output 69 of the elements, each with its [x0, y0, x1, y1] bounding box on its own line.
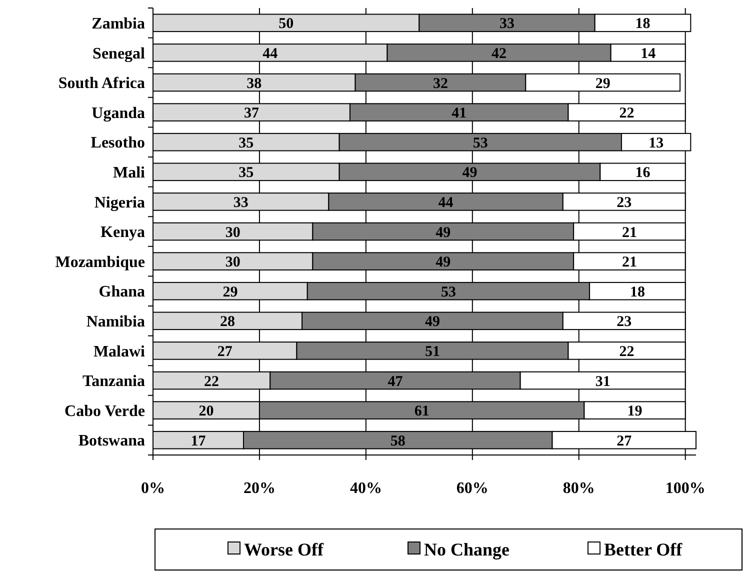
y-tick-label: Mozambique — [55, 254, 145, 271]
x-tick-label: 60% — [456, 480, 488, 497]
y-tick-label: Uganda — [92, 104, 145, 122]
data-label: 22 — [204, 374, 220, 390]
data-label: 61 — [414, 404, 430, 420]
data-label: 28 — [220, 314, 236, 330]
y-tick-label: South Africa — [58, 75, 145, 92]
data-label: 21 — [622, 254, 637, 271]
data-label: 20 — [198, 404, 214, 420]
data-label: 58 — [390, 433, 406, 450]
x-tick-label: 20% — [243, 480, 276, 497]
data-label: 38 — [246, 76, 262, 92]
data-label: 13 — [648, 135, 664, 152]
x-tick-label: 40% — [350, 480, 382, 497]
y-tick-label: Kenya — [100, 224, 145, 242]
data-label: 49 — [436, 224, 451, 241]
data-label: 18 — [630, 284, 645, 300]
data-label: 51 — [424, 344, 440, 360]
data-label: 53 — [440, 284, 456, 300]
data-label: 49 — [462, 165, 478, 182]
data-label: 33 — [233, 194, 248, 211]
data-label: 22 — [619, 106, 634, 122]
y-tick-label: Cabo Verde — [64, 402, 145, 420]
data-label: 44 — [438, 194, 454, 211]
data-label: 47 — [388, 374, 404, 390]
data-label: 14 — [640, 46, 656, 62]
y-tick-label: Senegal — [92, 45, 146, 62]
data-label: 30 — [225, 254, 240, 271]
legend-label: Better Off — [604, 539, 684, 560]
data-label: 41 — [452, 106, 467, 122]
legend-label: Worse Off — [244, 539, 324, 560]
x-tick-label: 80% — [562, 480, 595, 497]
data-label: 29 — [595, 76, 610, 92]
data-label: 35 — [238, 135, 254, 152]
y-tick-label: Namibia — [86, 314, 145, 330]
data-label: 53 — [472, 135, 488, 152]
data-label: 37 — [244, 106, 260, 122]
data-label: 30 — [225, 224, 240, 241]
data-label: 17 — [190, 433, 206, 450]
data-label: 23 — [616, 314, 632, 330]
y-tick-label: Nigeria — [94, 194, 145, 212]
data-label: 22 — [619, 344, 634, 360]
y-tick-label: Zambia — [92, 16, 145, 32]
data-label: 33 — [500, 16, 515, 32]
data-label: 29 — [222, 284, 238, 300]
legend-label: No Change — [424, 539, 510, 560]
data-label: 44 — [262, 46, 278, 62]
data-label: 32 — [432, 76, 448, 92]
x-tick-label: 100% — [665, 480, 706, 497]
y-tick-label: Lesotho — [90, 134, 145, 152]
y-tick-label: Tanzania — [82, 373, 145, 390]
y-tick-label: Mali — [113, 164, 146, 182]
data-label: 27 — [616, 433, 632, 450]
y-tick-label: Malawi — [93, 343, 146, 360]
data-label: 27 — [217, 344, 233, 360]
data-label: 42 — [492, 46, 507, 62]
data-label: 50 — [278, 16, 294, 32]
data-label: 31 — [595, 374, 610, 390]
data-label: 49 — [436, 254, 451, 271]
data-label: 21 — [622, 224, 637, 241]
data-label: 23 — [616, 194, 632, 211]
y-tick-label: Ghana — [98, 284, 145, 301]
data-label: 19 — [627, 404, 642, 420]
data-label: 49 — [424, 314, 440, 330]
data-label: 16 — [635, 165, 651, 182]
data-label: 35 — [238, 165, 254, 182]
y-tick-label: Botswana — [78, 432, 145, 450]
x-tick-label: 0% — [141, 480, 165, 497]
data-label: 18 — [635, 16, 650, 32]
